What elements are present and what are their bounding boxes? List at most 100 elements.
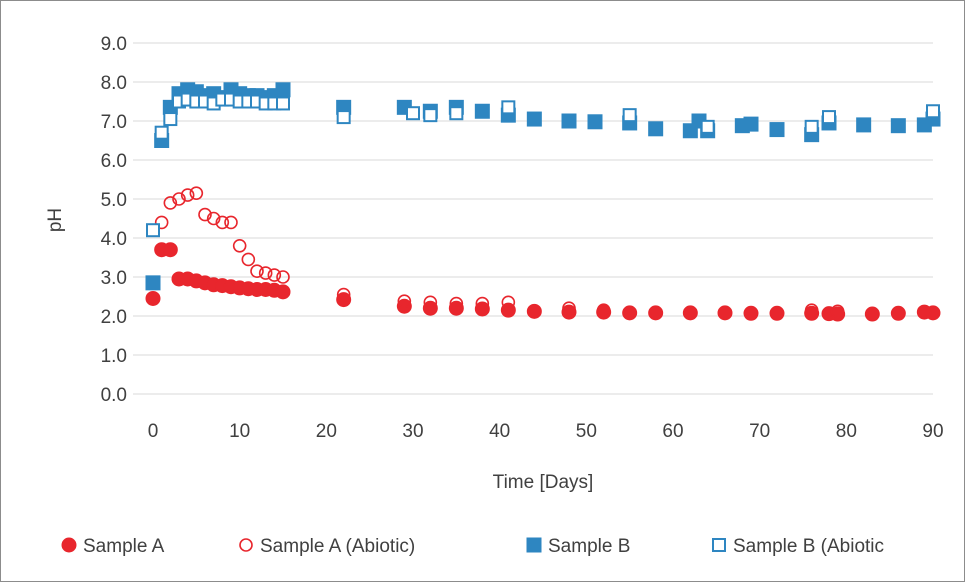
data-point: [423, 108, 438, 123]
series-circle-filled: [145, 242, 941, 322]
legend-label: Sample B: [548, 536, 630, 557]
data-point: [189, 186, 204, 200]
data-points: [145, 82, 941, 322]
y-tick-labels: 0.0 1.0 2.0 3.0 4.0 5.0 6.0 7.0 8.0 9.0: [101, 34, 127, 406]
data-point: [163, 196, 178, 210]
y-axis-title: pH: [45, 208, 66, 232]
data-point: [474, 103, 490, 119]
x-axis-title: Time [Days]: [493, 472, 594, 493]
data-point: [423, 295, 438, 310]
data-point: [475, 296, 490, 311]
y-tick-label: 3.0: [101, 268, 127, 289]
x-tick-label: 20: [316, 421, 337, 442]
data-point: [275, 284, 291, 300]
x-tick-label: 70: [749, 421, 770, 442]
legend-label: Sample B (Abiotic: [733, 536, 884, 557]
data-point: [250, 264, 264, 278]
data-point: [145, 290, 161, 306]
data-point: [258, 266, 273, 280]
data-point: [501, 100, 516, 115]
legend-label: Sample A: [83, 536, 165, 557]
data-point: [501, 295, 516, 310]
data-point: [769, 305, 785, 321]
data-point: [587, 114, 603, 130]
data-point: [206, 211, 221, 226]
data-point: [561, 304, 577, 320]
data-point: [830, 304, 845, 319]
data-point: [700, 119, 715, 134]
x-tick-label: 60: [662, 421, 683, 442]
data-point: [180, 188, 195, 202]
legend-item: Sample A: [61, 536, 165, 557]
data-point: [406, 106, 420, 121]
data-point: [154, 215, 169, 230]
y-tick-label: 6.0: [101, 151, 127, 172]
data-point: [396, 298, 412, 314]
legend-label: Sample A (Abiotic): [260, 536, 415, 557]
x-tick-label: 50: [576, 421, 597, 442]
series-square-open: [146, 92, 940, 238]
y-tick-label: 4.0: [101, 229, 127, 250]
y-tick-label: 1.0: [101, 346, 127, 367]
x-tick-label: 30: [402, 421, 423, 442]
data-point: [276, 270, 290, 284]
data-point: [276, 96, 290, 111]
y-tick-label: 5.0: [101, 190, 127, 211]
data-point: [448, 300, 464, 316]
data-point: [890, 118, 906, 134]
data-point: [336, 287, 351, 302]
data-point: [622, 108, 637, 123]
y-tick-label: 8.0: [101, 73, 127, 94]
data-point: [926, 104, 940, 119]
y-tick-label: 9.0: [101, 34, 127, 55]
data-point: [864, 306, 880, 322]
data-point: [526, 303, 542, 319]
series-square-filled: [145, 82, 941, 291]
series-circle-open: [154, 186, 932, 319]
data-point: [172, 192, 186, 206]
data-point: [215, 215, 230, 230]
data-point: [397, 294, 412, 308]
y-tick-label: 2.0: [101, 307, 127, 328]
legend-marker: [239, 538, 253, 552]
legend-marker: [712, 538, 726, 552]
data-point: [232, 239, 247, 253]
data-point: [822, 110, 836, 125]
data-point: [449, 296, 464, 311]
data-point: [743, 305, 759, 321]
data-point: [917, 305, 932, 319]
data-point: [804, 119, 819, 134]
data-point: [804, 305, 820, 321]
data-point: [336, 110, 351, 125]
data-point: [336, 292, 352, 308]
data-point: [890, 305, 906, 321]
data-point: [562, 301, 576, 316]
x-tick-label: 90: [922, 421, 943, 442]
data-point: [146, 223, 160, 238]
data-point: [743, 116, 759, 132]
data-point: [622, 305, 638, 321]
data-point: [596, 303, 611, 317]
data-point: [561, 113, 577, 129]
legend-item: Sample A (Abiotic): [239, 536, 415, 557]
data-point: [198, 207, 212, 222]
y-tick-label: 7.0: [101, 112, 127, 133]
data-point: [163, 112, 178, 127]
data-point: [449, 106, 464, 121]
gridlines: [133, 42, 933, 395]
data-point: [682, 305, 698, 321]
x-tick-labels: 0 10 20 30 40 50 60 70 80 90: [148, 421, 944, 442]
x-tick-label: 10: [229, 421, 250, 442]
y-tick-label: 0.0: [101, 385, 127, 406]
data-point: [224, 215, 238, 230]
data-point: [154, 125, 169, 140]
x-tick-label: 40: [489, 421, 510, 442]
data-point: [648, 305, 664, 321]
legend-item: Sample B (Abiotic: [712, 536, 884, 557]
data-point: [804, 303, 819, 317]
data-point: [241, 252, 256, 267]
legend-item: Sample B: [526, 536, 630, 557]
data-point: [856, 117, 872, 133]
data-point: [717, 305, 733, 321]
